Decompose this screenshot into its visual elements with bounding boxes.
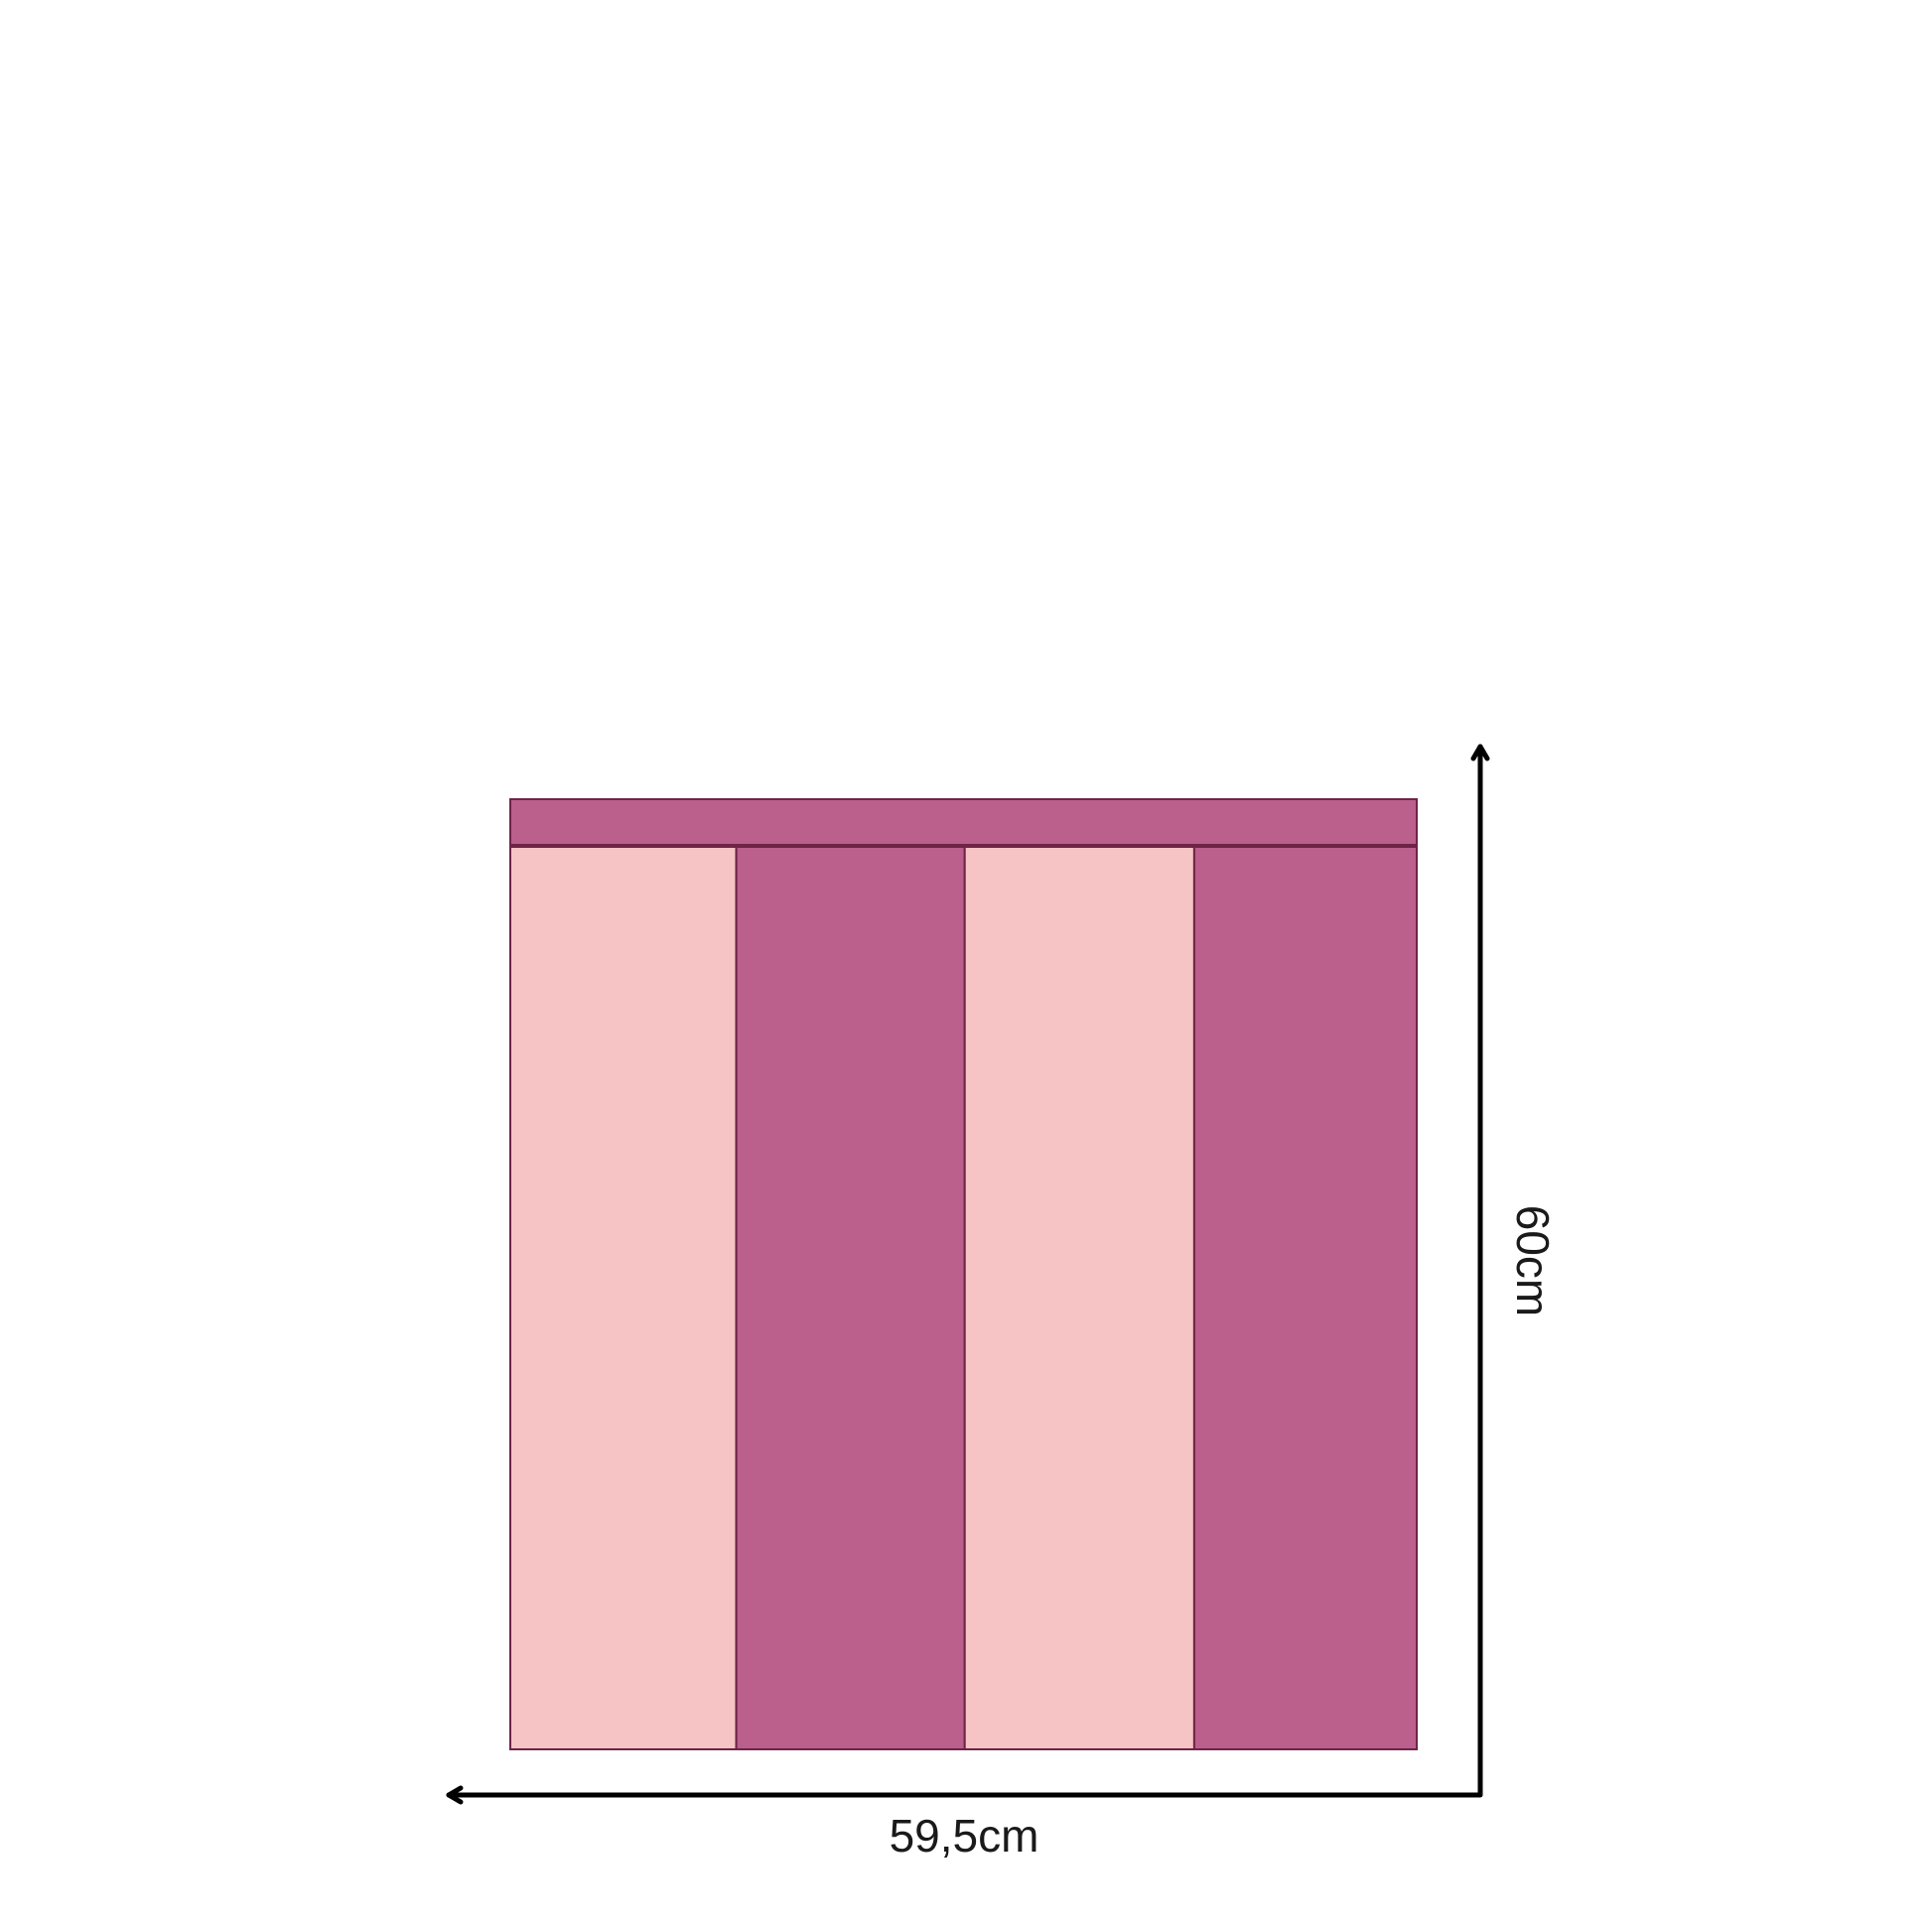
- svg-text:60cm: 60cm: [1507, 1205, 1559, 1316]
- svg-text:59,5cm: 59,5cm: [890, 1810, 1039, 1862]
